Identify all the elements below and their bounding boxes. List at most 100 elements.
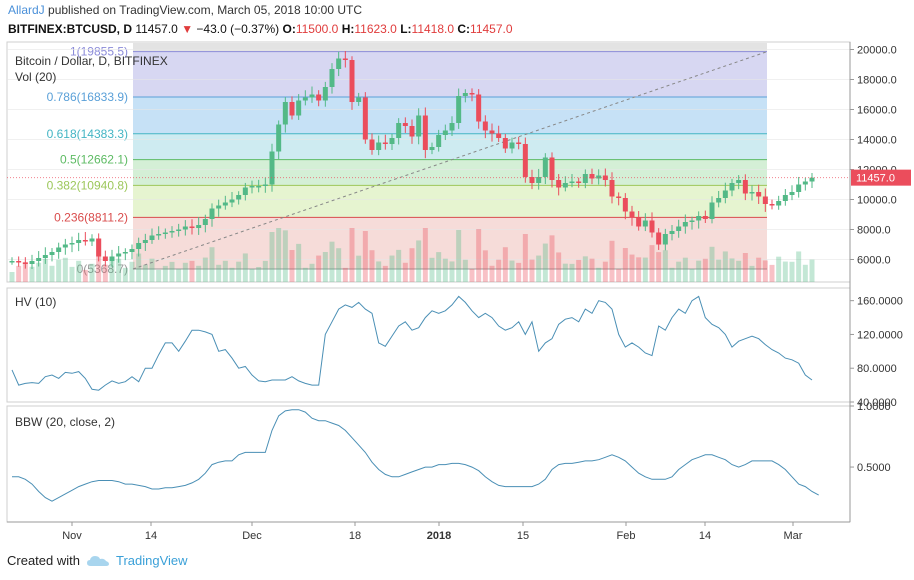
volume-bar bbox=[216, 264, 222, 282]
bbw-tick-label: 0.5000 bbox=[857, 462, 891, 474]
publish-line: AllardJ published on TradingView.com, Ma… bbox=[8, 3, 362, 17]
candle-body bbox=[776, 201, 782, 206]
candle-body bbox=[536, 177, 542, 183]
fib-label: 1(19855.5) bbox=[70, 45, 128, 59]
candle-body bbox=[302, 97, 308, 101]
volume-bar bbox=[322, 252, 328, 282]
chart-area[interactable]: 1(19855.5) 0.786(16833.9) 0.618(14383.3) 0.… bbox=[0, 40, 914, 548]
volume-bar bbox=[236, 261, 242, 282]
footer: Created with TradingView bbox=[7, 553, 188, 568]
volume-bar bbox=[569, 263, 575, 282]
candle-body bbox=[809, 177, 815, 182]
candle-body bbox=[422, 115, 428, 150]
tradingview-brand[interactable]: TradingView bbox=[115, 553, 188, 568]
price-tick-label: 6000.0 bbox=[857, 255, 891, 267]
candle-body bbox=[722, 190, 728, 198]
volume-bar bbox=[156, 269, 162, 282]
candle-body bbox=[709, 202, 715, 219]
candle-body bbox=[489, 130, 495, 134]
volume-bar bbox=[549, 235, 555, 282]
volume-bar bbox=[189, 260, 195, 282]
candle-body bbox=[636, 217, 642, 227]
volume-bar bbox=[296, 243, 302, 282]
candle-body bbox=[796, 184, 802, 192]
candle-body bbox=[382, 142, 388, 144]
candle-body bbox=[669, 231, 675, 234]
candle-body bbox=[89, 238, 95, 242]
volume-bar bbox=[609, 240, 615, 282]
candle-body bbox=[156, 234, 162, 236]
volume-bar bbox=[389, 255, 395, 282]
candle-body bbox=[136, 243, 142, 249]
volume-bar bbox=[302, 267, 308, 282]
candle-body bbox=[509, 142, 515, 149]
volume-bar bbox=[9, 272, 15, 282]
volume-bar bbox=[222, 260, 228, 282]
candle-body bbox=[676, 226, 682, 231]
candle-body bbox=[216, 205, 222, 209]
fib-band bbox=[133, 51, 767, 97]
fib-label: 0.236(8811.2) bbox=[54, 210, 128, 224]
volume-bar bbox=[356, 255, 362, 282]
volume-bar bbox=[116, 258, 122, 282]
ohlc-line: BITFINEX:BTCUSD, D 11457.0 ▼ −43.0 (−0.3… bbox=[8, 22, 513, 36]
candle-body bbox=[436, 135, 442, 147]
candle-body bbox=[102, 256, 108, 261]
close-label: C: bbox=[457, 22, 471, 36]
volume-bar bbox=[89, 263, 95, 282]
volume-bar bbox=[349, 228, 355, 282]
volume-bar bbox=[136, 253, 142, 282]
candle-body bbox=[629, 211, 635, 218]
volume-bar bbox=[376, 261, 382, 282]
candle-body bbox=[596, 175, 602, 179]
volume-bar bbox=[542, 243, 548, 282]
candle-body bbox=[29, 261, 35, 264]
last-price: 11457.0 bbox=[135, 22, 178, 36]
volume-bar bbox=[396, 249, 402, 282]
candle-body bbox=[696, 216, 702, 221]
change-value: −43.0 (−0.37%) bbox=[196, 22, 280, 36]
volume-bar bbox=[162, 265, 168, 282]
candle-body bbox=[476, 94, 482, 122]
volume-bar bbox=[682, 257, 688, 282]
candle-body bbox=[236, 195, 242, 200]
hv-tick-label: 40.0000 bbox=[857, 397, 897, 409]
candle-body bbox=[682, 222, 688, 227]
volume-bar bbox=[149, 258, 155, 282]
price-tick-label: 8000.0 bbox=[857, 225, 891, 237]
symbol-label: BITFINEX:BTCUSD, D bbox=[8, 22, 132, 36]
price-pane-title: Bitcoin / Dollar, D, BITFINEX bbox=[15, 54, 168, 68]
price-tick-label: 16000.0 bbox=[857, 105, 897, 117]
high-label: H: bbox=[341, 22, 355, 36]
candle-body bbox=[369, 139, 375, 150]
x-tick-label: 14 bbox=[699, 530, 711, 542]
volume-bar bbox=[209, 247, 215, 282]
volume-bar bbox=[476, 229, 482, 282]
volume-bar bbox=[336, 248, 342, 282]
candle-body bbox=[729, 183, 735, 191]
candle-body bbox=[129, 249, 135, 252]
high-value: 11623.0 bbox=[354, 22, 397, 36]
candle-body bbox=[409, 126, 415, 137]
bbw-pane bbox=[6, 405, 851, 523]
volume-bar bbox=[176, 268, 182, 282]
trend-line bbox=[132, 51, 768, 270]
author-link[interactable]: AllardJ bbox=[8, 3, 45, 17]
volume-bar bbox=[16, 265, 22, 282]
volume-bar bbox=[489, 265, 495, 282]
last-price-badge-label: 11457.0 bbox=[856, 173, 895, 185]
volume-bar bbox=[776, 256, 782, 282]
volume-bar bbox=[442, 258, 448, 282]
candle-body bbox=[342, 58, 348, 60]
hv-tick-label: 80.0000 bbox=[857, 363, 897, 375]
volume-bar bbox=[242, 253, 248, 282]
volume-bar bbox=[282, 230, 288, 282]
candle-body bbox=[802, 181, 808, 185]
volume-bar bbox=[462, 259, 468, 282]
x-tick-label: Mar bbox=[784, 530, 803, 542]
volume-bar bbox=[422, 228, 428, 282]
volume-bar bbox=[636, 257, 642, 282]
candle-body bbox=[496, 133, 502, 138]
volume-bar bbox=[769, 264, 775, 282]
candle-body bbox=[109, 256, 115, 261]
